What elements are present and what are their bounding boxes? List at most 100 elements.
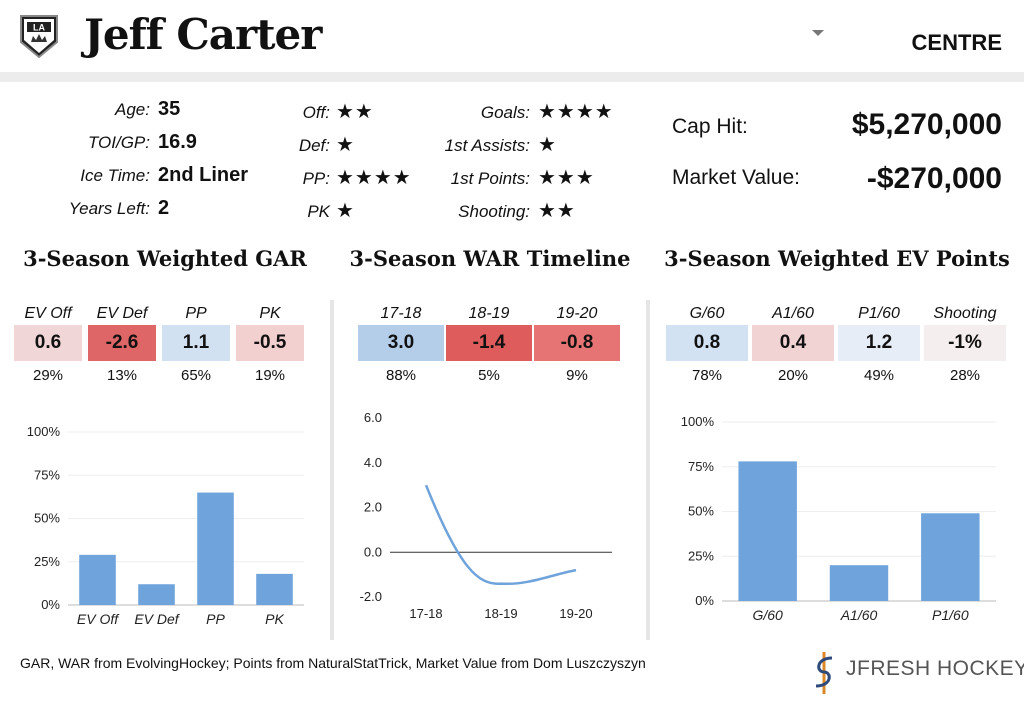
rating-goals-label: Goals: [480, 103, 530, 122]
war-chart-ytick-label: 0.0 [364, 544, 382, 559]
panel-divider [646, 300, 650, 640]
ev-header-shooting: Shooting [933, 305, 997, 322]
gar-header-pk: PK [259, 305, 281, 322]
war-section-title: 3-Season WAR Timeline [349, 246, 631, 271]
war-chart-xtick-label: 19-20 [559, 606, 592, 621]
player-name: Jeff Carter [84, 10, 322, 59]
ev-header-p160: P1/60 [858, 305, 900, 322]
gar-cell-ev-def: -2.6 [88, 325, 156, 361]
header-divider [0, 72, 1024, 82]
rating-assists-label: 1st Assists: [444, 136, 530, 155]
rating-points-stars: ★★★ [538, 167, 595, 189]
panel-divider [330, 300, 334, 640]
rating-points-label: 1st Points: [450, 169, 530, 188]
rating-pp-stars: ★★★★ [336, 167, 412, 189]
war-chart-ytick-label: 2.0 [364, 500, 382, 515]
war-cell-1819: -1.4 [446, 325, 532, 361]
rating-def-stars: ★ [336, 134, 355, 156]
war-chart-ytick-label: 6.0 [364, 410, 382, 425]
ev-pct-a160: 20% [777, 367, 809, 384]
ev-pct-shooting: 28% [949, 367, 981, 384]
cap-hit-value: $5,270,000 [851, 108, 1002, 141]
ev-chart-bar [829, 565, 889, 601]
chevron-down-icon[interactable] [812, 30, 824, 36]
war-pct-1718: 88% [385, 367, 417, 384]
war-pct-1819: 5% [478, 367, 500, 384]
ev-chart-bar [738, 461, 797, 601]
gar-chart-bar [138, 584, 175, 605]
war-cell-1920: -0.8 [534, 325, 620, 361]
gar-chart-ytick-label: 25% [34, 554, 60, 569]
war-header-1920: 19-20 [556, 305, 598, 322]
ev-chart-bar [921, 513, 980, 601]
rating-pp-label: PP: [302, 169, 330, 188]
war-chart-xtick-label: 18-19 [484, 606, 517, 621]
header [0, 0, 1024, 72]
cap-hit-label: Cap Hit: [672, 115, 748, 138]
jfresh-logo-icon [815, 652, 833, 694]
war-table: 17-18 18-19 19-20 3.0 -1.4 -0.8 88% 5% 9… [358, 305, 622, 384]
ev-cell-a160: 0.4 [752, 325, 834, 361]
gar-chart-ytick-label: 100% [27, 424, 61, 439]
ev-cell-shooting: -1% [924, 325, 1006, 361]
gar-cell-pk: -0.5 [236, 325, 304, 361]
ev-chart-ytick-label: 100% [681, 414, 715, 429]
source-footnote: GAR, WAR from EvolvingHockey; Points fro… [20, 655, 646, 671]
toi-value: 16.9 [158, 131, 197, 153]
rating-shooting-label: Shooting: [458, 202, 530, 221]
gar-header-pp: PP [185, 305, 207, 322]
war-header-1819: 18-19 [468, 305, 510, 322]
gar-header-ev-off: EV Off [24, 305, 72, 322]
gar-chart-xtick-label: EV Def [134, 611, 180, 627]
years-left-value: 2 [158, 197, 170, 219]
logo-text: LA [33, 23, 45, 33]
war-chart-ytick-label: 4.0 [364, 455, 382, 470]
war-chart-series-line [424, 484, 577, 586]
gar-header-ev-def: EV Def [96, 305, 148, 322]
gar-pct-ev-off: 29% [32, 367, 64, 384]
gar-table: EV Off EV Def PP PK 0.6 -2.6 1.1 -0.5 29… [14, 305, 308, 384]
ev-chart-xtick-label: P1/60 [932, 607, 969, 623]
ev-table: G/60 A1/60 P1/60 Shooting 0.8 0.4 1.2 -1… [666, 305, 1008, 384]
rating-shooting-stars: ★★ [538, 200, 576, 222]
rating-def-label: Def: [298, 136, 330, 155]
rating-pk-label: PK [307, 202, 330, 221]
ice-time-label: Ice Time: [80, 166, 150, 185]
age-label: Age: [115, 100, 150, 119]
ev-chart-ytick-label: 75% [688, 459, 714, 474]
rating-assists-stars: ★ [538, 134, 557, 156]
gar-chart-xtick-label: PK [265, 611, 284, 627]
gar-pct-pk: 19% [254, 367, 286, 384]
gar-pct-pp: 65% [180, 367, 212, 384]
gar-chart-ytick-label: 0% [41, 597, 60, 612]
rating-goals-stars: ★★★★ [538, 101, 614, 123]
gar-chart-bar [256, 573, 293, 605]
gar-chart-bar [79, 554, 116, 605]
ev-header-a160: A1/60 [772, 305, 814, 322]
ev-header-g60: G/60 [689, 305, 725, 322]
ev-chart-ytick-label: 25% [688, 548, 714, 563]
gar-cell-pp: 1.1 [162, 325, 230, 361]
toi-label: TOI/GP: [87, 133, 150, 152]
years-left-label: Years Left: [68, 199, 150, 218]
market-value-value: -$270,000 [866, 162, 1002, 195]
war-chart-ytick-label: -2.0 [360, 589, 382, 604]
gar-chart-bar [197, 492, 234, 605]
gar-section-title: 3-Season Weighted GAR [23, 246, 307, 271]
ev-cell-g60: 0.8 [666, 325, 748, 361]
rating-pk-stars: ★ [336, 200, 355, 222]
ev-pct-p160: 49% [863, 367, 895, 384]
ev-section-title: 3-Season Weighted EV Points [664, 246, 1010, 271]
war-header-1718: 17-18 [380, 305, 422, 322]
team-logo-icon: LA [20, 15, 58, 59]
ev-pct-g60: 78% [691, 367, 723, 384]
war-pct-1920: 9% [566, 367, 588, 384]
player-position: CENTRE [911, 30, 1002, 55]
ice-time-value: 2nd Liner [158, 164, 249, 186]
war-chart-xtick-label: 17-18 [409, 606, 442, 621]
gar-chart-xtick-label: EV Off [77, 611, 120, 627]
market-value-label: Market Value: [672, 166, 800, 189]
